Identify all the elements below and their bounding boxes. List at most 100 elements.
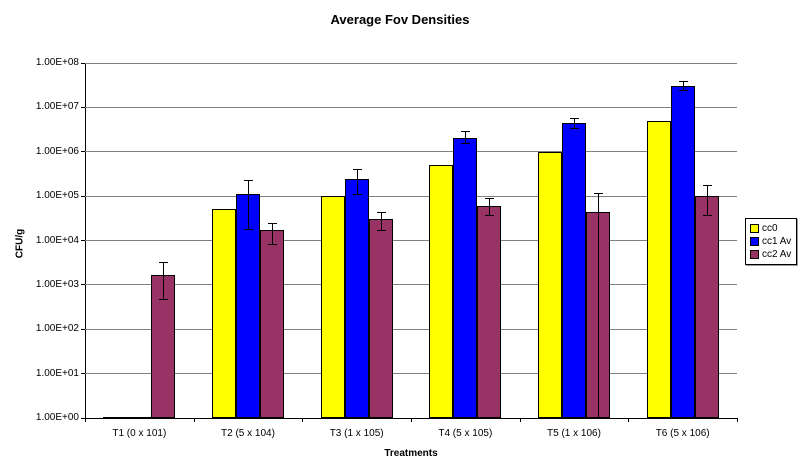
error-bar-cap-top [594, 192, 603, 194]
legend-item-cc1-Av: cc1 Av [750, 235, 791, 248]
y-tick-label: 1.00E+04 [35, 234, 79, 246]
y-tick-label: 1.00E+08 [35, 57, 79, 68]
x-axis-title: Treatments [384, 448, 438, 459]
bar-cc2-Av-cat3 [368, 219, 393, 418]
legend-label: cc2 Av [762, 249, 792, 260]
error-bar-cap-top [702, 185, 712, 187]
error-bar-cap-top [461, 130, 471, 132]
legend-label: cc1 Av [762, 236, 792, 247]
error-bar-cap-top [376, 211, 386, 213]
bar-cc1-Av-cat2 [236, 194, 260, 418]
bar-cc0-cat6 [646, 120, 671, 418]
y-axis-tick [81, 417, 85, 419]
error-bar-cc2-Av-cat3 [380, 211, 382, 232]
gridline-1e8 [85, 62, 737, 64]
plot-area [85, 63, 738, 419]
error-bar-cap-bottom [376, 230, 386, 232]
y-tick-label: 1.00E+05 [35, 190, 79, 202]
bar-cc2-Av-cat4 [477, 205, 502, 418]
error-bar-cc1-Av-cat3 [356, 169, 358, 196]
error-bar-cc2-Av-cat2 [272, 222, 273, 245]
y-axis-tick [81, 62, 85, 64]
error-bar-cap-bottom [678, 89, 688, 91]
y-axis-tick [81, 328, 85, 330]
x-category-label: T5 (1 x 106) [547, 428, 601, 439]
y-axis-tick [81, 151, 85, 153]
x-category-label: T3 (1 x 105) [329, 428, 384, 439]
error-bar-cap-bottom [570, 127, 579, 129]
x-category-label: T1 (0 x 101) [112, 428, 167, 439]
bar-cc1-Av-cat5 [562, 122, 586, 418]
error-bar-cap-top [159, 262, 169, 264]
bar-cc0-cat5 [538, 151, 562, 418]
error-bar-cap-top [570, 117, 579, 119]
bar-cc0-cat1 [103, 417, 128, 419]
x-axis-tick [85, 418, 86, 422]
gridline-1e6 [85, 151, 737, 153]
gridline-1e1 [85, 373, 737, 375]
error-bar-cc1-Av-cat5 [574, 117, 575, 129]
gridline-1e5 [85, 195, 737, 197]
error-bar-cap-top [244, 180, 253, 182]
bar-cc1-Av-cat1 [127, 417, 152, 419]
x-category-label: T2 (5 x 104) [221, 428, 275, 439]
bar-cc1-Av-cat3 [344, 179, 369, 418]
x-axis-tick [519, 418, 521, 422]
error-bar-cap-top [678, 81, 688, 83]
y-tick-label: 1.00E+07 [35, 101, 79, 113]
y-tick-label: 1.00E+02 [35, 323, 79, 335]
y-axis-tick [81, 195, 85, 197]
error-bar-cc1-Av-cat6 [682, 81, 684, 91]
legend-swatch-icon [750, 224, 759, 233]
y-tick-label: 1.00E+03 [35, 278, 79, 290]
legend-swatch-icon [750, 250, 759, 259]
error-bar-cc1-Av-cat2 [248, 180, 249, 231]
legend-label: cc0 [762, 223, 778, 234]
legend-item-cc0: cc0 [750, 222, 791, 235]
error-bar-cap-bottom [159, 299, 169, 301]
x-axis-tick [411, 418, 412, 422]
error-bar-cap-bottom [461, 142, 471, 144]
bar-cc0-cat4 [429, 165, 454, 418]
error-bar-cc1-Av-cat4 [465, 130, 467, 144]
legend-swatch-icon [750, 237, 759, 246]
x-axis-tick [193, 418, 195, 422]
bar-cc1-Av-cat6 [670, 86, 695, 418]
error-bar-cap-top [352, 169, 362, 171]
legend-item-cc2-Av: cc2 Av [750, 248, 791, 261]
error-bar-cap-bottom [268, 243, 277, 245]
y-tick-label: 1.00E+01 [35, 367, 79, 379]
x-category-label: T4 (5 x 105) [438, 428, 493, 439]
gridline-1e4 [85, 240, 737, 241]
y-tick-label: 1.00E+06 [35, 145, 79, 157]
chart-title: Average Fov Densities [330, 12, 470, 27]
error-bar-cc2-Av-cat6 [706, 185, 708, 216]
error-bar-cc2-Av-cat5 [598, 192, 599, 418]
error-bar-cap-top [485, 198, 495, 200]
x-axis-tick [628, 418, 630, 422]
legend: cc0 cc1 Av cc2 Av [745, 218, 798, 265]
y-axis-tick [81, 106, 85, 108]
x-axis-tick [302, 418, 304, 422]
error-bar-cap-bottom [244, 229, 253, 231]
bar-cc0-cat3 [320, 196, 345, 418]
error-bar-cap-top [268, 222, 277, 224]
gridline-1e7 [85, 106, 737, 108]
y-axis-tick [81, 284, 85, 286]
error-bar-cc2-Av-cat4 [489, 198, 491, 217]
y-axis-tick [81, 240, 85, 241]
y-axis-tick [81, 373, 85, 375]
gridline-1e3 [85, 284, 737, 286]
gridline-1e2 [85, 328, 737, 330]
bar-cc2-Av-cat1 [151, 274, 176, 418]
y-tick-label: 1.00E+00 [35, 412, 79, 423]
error-bar-cap-bottom [702, 214, 712, 216]
bar-cc2-Av-cat2 [260, 230, 284, 418]
bar-cc2-Av-cat6 [694, 196, 719, 418]
bar-cc0-cat2 [212, 209, 236, 418]
bar-cc1-Av-cat4 [453, 138, 478, 418]
error-bar-cc2-Av-cat1 [163, 262, 165, 301]
error-bar-cap-bottom [485, 215, 495, 217]
error-bar-cap-bottom [352, 194, 362, 196]
